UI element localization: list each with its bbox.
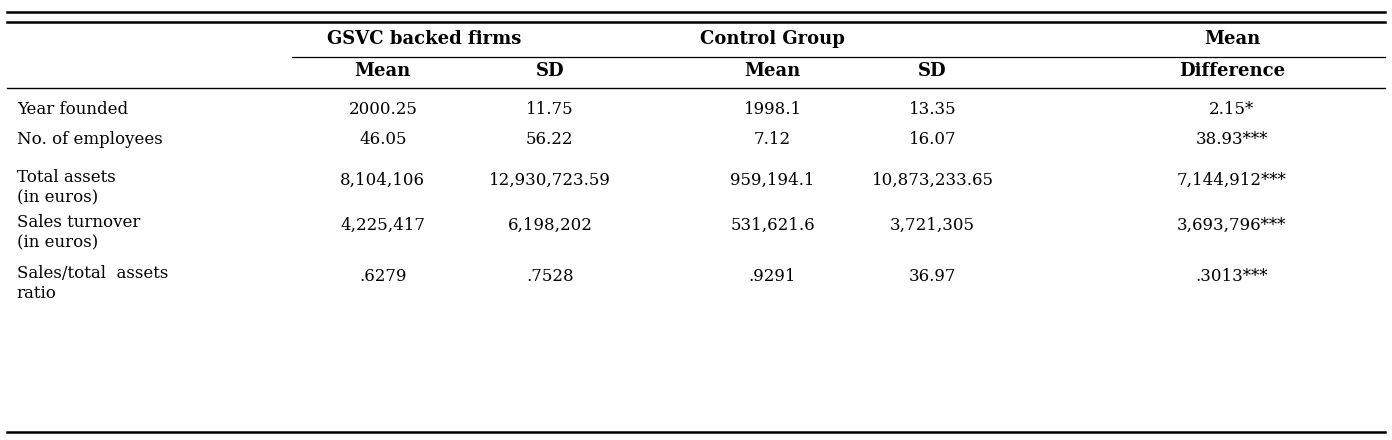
Text: GSVC backed firms: GSVC backed firms — [327, 30, 522, 48]
Text: .6279: .6279 — [359, 268, 406, 285]
Text: Year founded: Year founded — [17, 101, 128, 117]
Text: Sales/total  assets
ratio: Sales/total assets ratio — [17, 265, 168, 302]
Text: 7,144,912***: 7,144,912*** — [1178, 172, 1286, 189]
Text: 3,693,796***: 3,693,796*** — [1178, 217, 1286, 234]
Text: 38.93***: 38.93*** — [1196, 132, 1268, 148]
Text: .9291: .9291 — [749, 268, 796, 285]
Text: 8,104,106: 8,104,106 — [340, 172, 426, 189]
Text: 16.07: 16.07 — [909, 132, 956, 148]
Text: 1998.1: 1998.1 — [743, 101, 802, 117]
Text: 36.97: 36.97 — [909, 268, 956, 285]
Text: No. of employees: No. of employees — [17, 132, 163, 148]
Text: 4,225,417: 4,225,417 — [340, 217, 426, 234]
Text: .7528: .7528 — [526, 268, 574, 285]
Text: Mean: Mean — [355, 62, 411, 80]
Text: Mean: Mean — [745, 62, 800, 80]
Text: Sales turnover
(in euros): Sales turnover (in euros) — [17, 214, 141, 251]
Text: .3013***: .3013*** — [1196, 268, 1268, 285]
Text: 531,621.6: 531,621.6 — [731, 217, 814, 234]
Text: 7.12: 7.12 — [754, 132, 791, 148]
Text: 3,721,305: 3,721,305 — [889, 217, 976, 234]
Text: Mean: Mean — [1204, 30, 1260, 48]
Text: 56.22: 56.22 — [526, 132, 574, 148]
Text: Control Group: Control Group — [700, 30, 845, 48]
Text: 11.75: 11.75 — [526, 101, 574, 117]
Text: Total assets
(in euros): Total assets (in euros) — [17, 169, 116, 206]
Text: 959,194.1: 959,194.1 — [731, 172, 814, 189]
Text: SD: SD — [919, 62, 947, 80]
Text: SD: SD — [536, 62, 564, 80]
Text: Difference: Difference — [1179, 62, 1285, 80]
Text: 2.15*: 2.15* — [1210, 101, 1254, 117]
Text: 13.35: 13.35 — [909, 101, 956, 117]
Text: 10,873,233.65: 10,873,233.65 — [871, 172, 994, 189]
Text: 46.05: 46.05 — [359, 132, 406, 148]
Text: 6,198,202: 6,198,202 — [508, 217, 592, 234]
Text: 2000.25: 2000.25 — [348, 101, 418, 117]
Text: 12,930,723.59: 12,930,723.59 — [489, 172, 611, 189]
